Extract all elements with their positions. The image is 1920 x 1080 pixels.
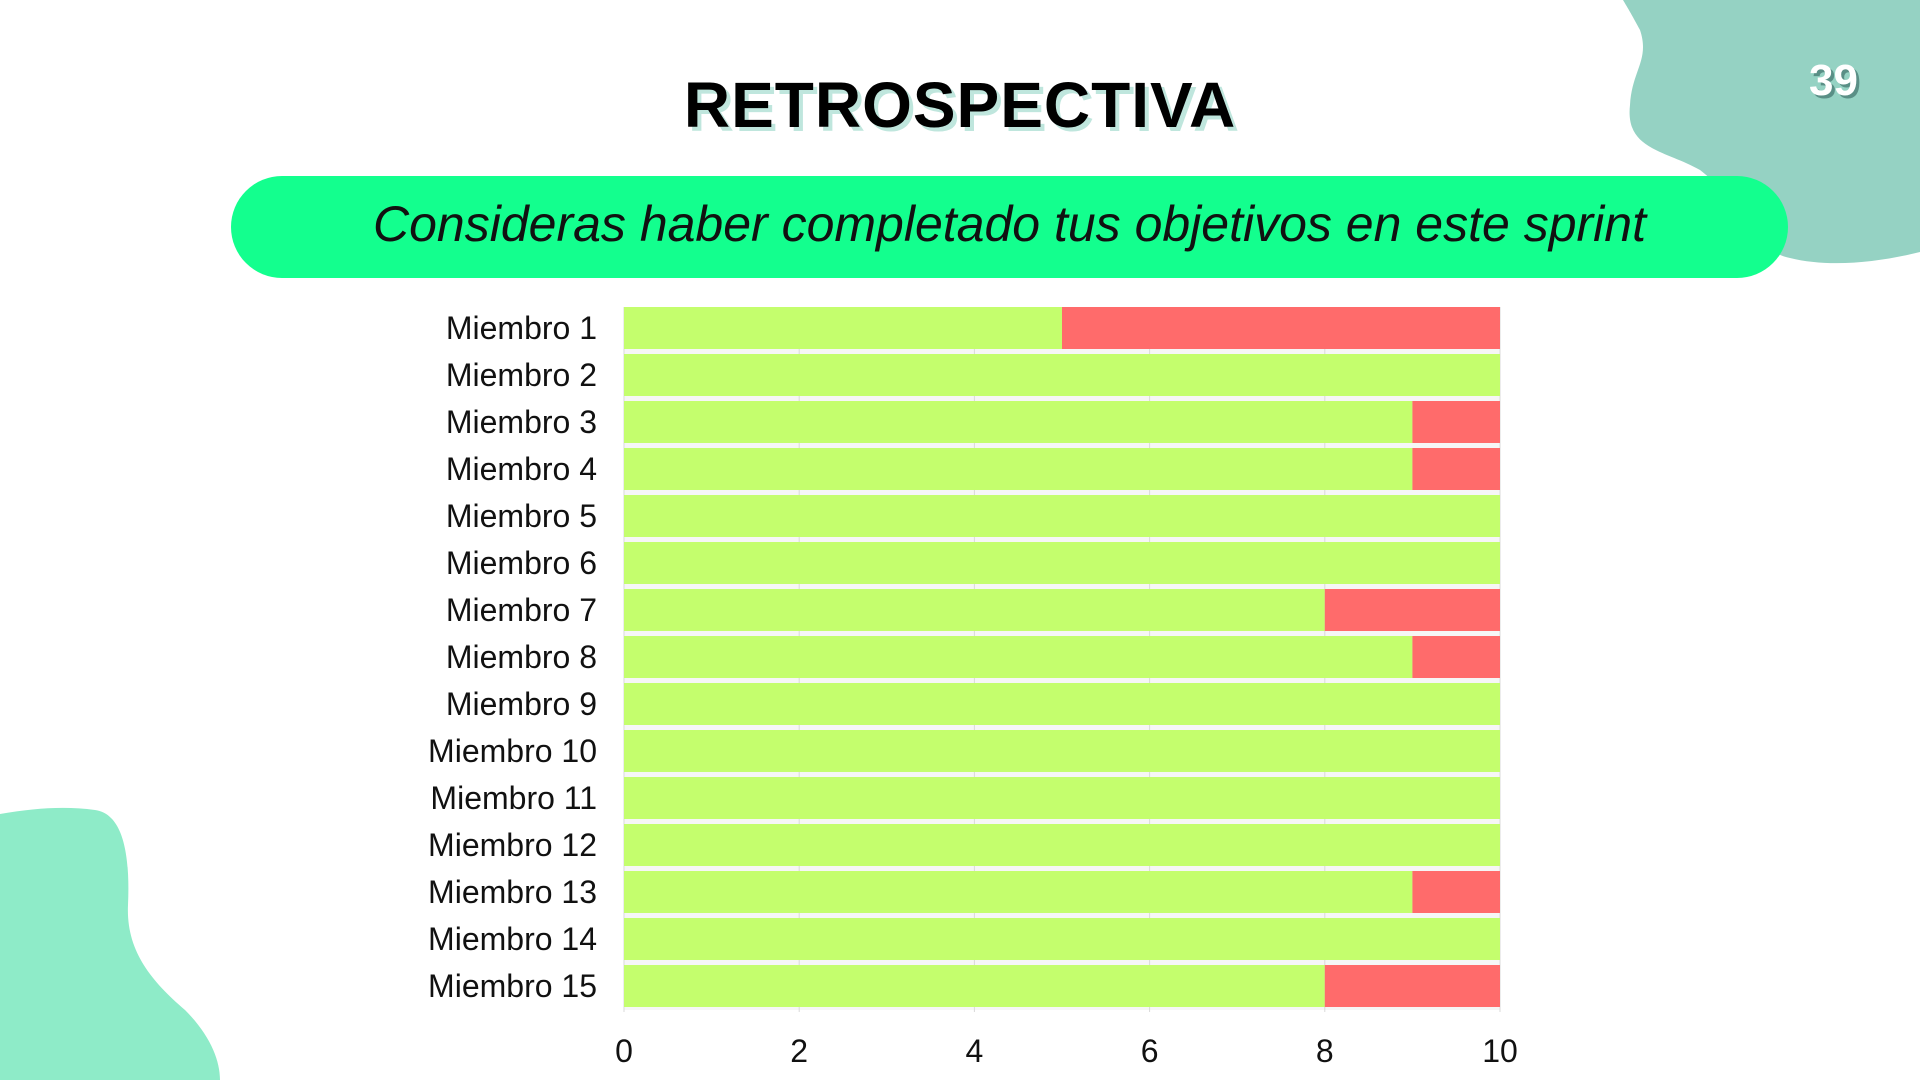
bar-yes-4 xyxy=(624,448,1413,490)
bar-yes-11 xyxy=(624,777,1500,819)
category-label-8: Miembro 8 xyxy=(446,639,597,675)
bar-yes-13 xyxy=(624,871,1413,913)
category-label-7: Miembro 7 xyxy=(446,592,597,628)
question-banner: Consideras haber completado tus objetivo… xyxy=(231,176,1788,278)
bar-yes-6 xyxy=(624,542,1500,584)
x-tick-label-1: 2 xyxy=(790,1033,808,1069)
category-label-4: Miembro 4 xyxy=(446,451,597,487)
category-label-6: Miembro 6 xyxy=(446,545,597,581)
category-label-2: Miembro 2 xyxy=(446,357,597,393)
question-text: Consideras haber completado tus objetivo… xyxy=(373,196,1646,252)
category-label-12: Miembro 12 xyxy=(428,827,597,863)
bar-yes-8 xyxy=(624,636,1413,678)
bar-yes-7 xyxy=(624,589,1325,631)
bar-yes-2 xyxy=(624,354,1500,396)
bar-yes-12 xyxy=(624,824,1500,866)
category-label-3: Miembro 3 xyxy=(446,404,597,440)
bar-no-3 xyxy=(1412,401,1500,443)
page-number: 39 xyxy=(1809,56,1858,105)
bar-no-13 xyxy=(1412,871,1500,913)
category-labels: Miembro 1 Miembro 2 Miembro 3 Miembro 4 Miem… xyxy=(428,310,597,1004)
blob-bottom-left xyxy=(0,807,220,1080)
category-label-5: Miembro 5 xyxy=(446,498,597,534)
x-tick-label-4: 8 xyxy=(1316,1033,1334,1069)
category-label-11: Miembro 11 xyxy=(430,780,597,816)
category-label-13: Miembro 13 xyxy=(428,874,597,910)
category-label-1: Miembro 1 xyxy=(446,310,597,346)
blob-top-right xyxy=(1623,0,1920,264)
category-label-14: Miembro 14 xyxy=(428,921,597,957)
x-tick-label-0: 0 xyxy=(615,1033,633,1069)
bar-yes-10 xyxy=(624,730,1500,772)
bar-yes-14 xyxy=(624,918,1500,960)
bar-no-1 xyxy=(1062,307,1500,349)
x-tick-label-5: 10 xyxy=(1482,1033,1518,1069)
category-label-10: Miembro 10 xyxy=(428,733,597,769)
slide-title: RETROSPECTIVA xyxy=(683,69,1237,141)
bar-no-8 xyxy=(1412,636,1500,678)
bar-yes-15 xyxy=(624,965,1325,1007)
bar-no-15 xyxy=(1324,965,1500,1007)
bars xyxy=(624,307,1500,1007)
bar-no-7 xyxy=(1324,589,1500,631)
bar-yes-3 xyxy=(624,401,1413,443)
bar-no-4 xyxy=(1412,448,1500,490)
category-label-9: Miembro 9 xyxy=(446,686,597,722)
x-tick-label-2: 4 xyxy=(966,1033,984,1069)
x-tick-label-3: 6 xyxy=(1141,1033,1159,1069)
x-tick-labels: 0 2 4 6 8 10 xyxy=(615,1033,1518,1069)
category-label-15: Miembro 15 xyxy=(428,968,597,1004)
bar-yes-5 xyxy=(624,495,1500,537)
bar-yes-9 xyxy=(624,683,1500,725)
bar-yes-1 xyxy=(624,307,1062,349)
